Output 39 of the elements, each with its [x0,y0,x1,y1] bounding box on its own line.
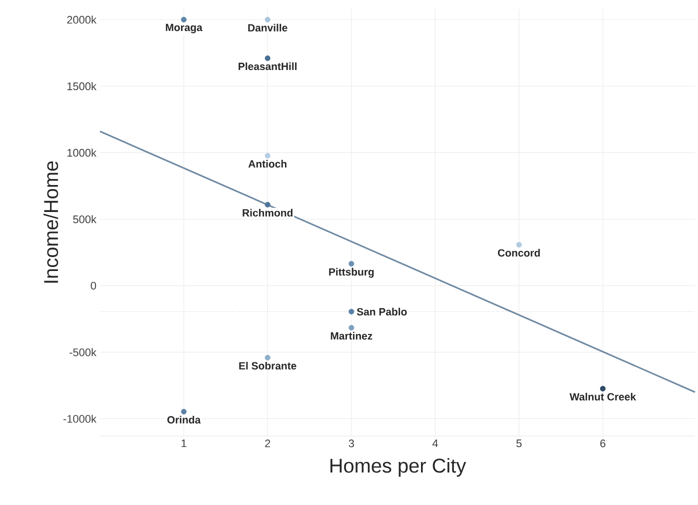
x-axis-title: Homes per City [330,458,466,477]
y-axis-title: Income/Home [44,161,58,283]
annotation: Walnut Creek [570,392,636,401]
annotation: Pittsburg [329,268,374,278]
annotation: Moraga [166,24,202,34]
point [264,202,270,208]
y-tick-label: 1000k [67,148,96,157]
point [516,242,522,248]
annotation: Orinda [167,416,201,424]
y-tick-label: -500k [70,348,96,356]
point [264,55,270,62]
x-tick-label: 5 [516,440,522,448]
y-tick-label: 2000k [67,16,96,24]
annotation: Antioch [248,160,286,168]
y-tick-label: -1000k [63,414,96,423]
annotation: Richmond [242,208,292,217]
point [600,386,606,392]
y-tick-label: 500k [73,215,96,224]
x-tick-label: 2 [265,440,270,448]
point [181,16,187,22]
annotation: Martinez [330,332,372,340]
annotation: San Pablo [356,308,407,316]
point [264,354,270,360]
x-tick-label: 6 [600,440,606,448]
annotation: El Sobrante [239,362,296,370]
x-tick-label: 3 [348,440,354,448]
y-tick-label: 1500k [67,82,96,90]
y-tick-label: 0 [90,282,96,290]
point [264,16,270,22]
point [181,408,187,414]
x-tick-label: 1 [182,440,186,448]
point [348,260,354,267]
point [264,152,270,159]
annotation: Concord [498,248,540,257]
x-tick-label: 4 [432,440,438,448]
annotation: PleasantHill [238,62,297,70]
annotation: Danville [248,24,288,32]
point [348,324,354,331]
point [348,308,354,314]
